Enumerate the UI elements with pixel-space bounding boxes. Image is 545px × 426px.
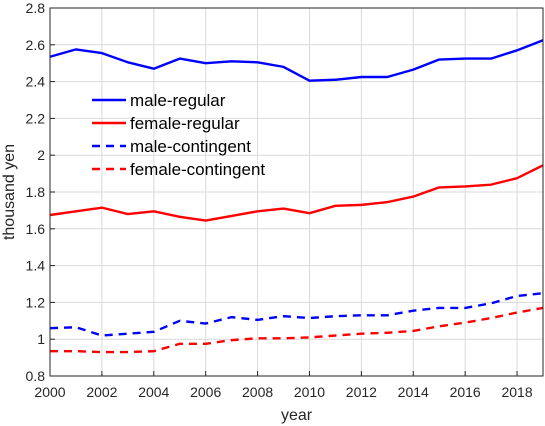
legend: male-regular female-regular male-contingen… xyxy=(92,91,265,179)
y-tick-label: 2.8 xyxy=(26,0,46,16)
y-tick-labels: 0.8 1 1.2 1.4 1.6 1.8 2 2.2 2.4 2.6 2.8 xyxy=(26,0,55,384)
x-tick-label: 2014 xyxy=(398,384,429,400)
legend-label-male-contingent: male-contingent xyxy=(130,137,251,156)
x-tick-label: 2008 xyxy=(242,384,273,400)
legend-label-female-contingent: female-contingent xyxy=(130,160,265,179)
series-layer xyxy=(49,39,544,354)
series-line-male-regular xyxy=(49,39,544,82)
x-tick-label: 2016 xyxy=(450,384,481,400)
series-line-female-regular xyxy=(49,164,544,222)
y-tick-label: 2.4 xyxy=(26,74,46,90)
y-tick-label: 1 xyxy=(37,331,45,347)
legend-label-female-regular: female-regular xyxy=(130,114,240,133)
x-tick-label: 2010 xyxy=(294,384,325,400)
y-tick-label: 2.6 xyxy=(26,37,46,53)
series-line-female-contingent xyxy=(50,306,544,354)
y-tick-label: 1.2 xyxy=(26,294,46,310)
y-tick-label: 2.2 xyxy=(26,110,46,126)
y-tick-label: 0.8 xyxy=(26,368,46,384)
y-tick-label: 1.8 xyxy=(26,184,46,200)
x-tick-label: 2012 xyxy=(346,384,377,400)
y-tick-label: 2 xyxy=(37,147,45,163)
legend-label-male-regular: male-regular xyxy=(130,91,226,110)
x-tick-label: 2018 xyxy=(501,384,532,400)
x-tick-label: 2000 xyxy=(34,384,65,400)
y-axis-title: thousand yen xyxy=(1,144,18,240)
y-tick-label: 1.4 xyxy=(26,258,46,274)
x-axis-title: year xyxy=(281,407,313,424)
x-tick-label: 2006 xyxy=(190,384,221,400)
x-tick-label: 2002 xyxy=(86,384,117,400)
x-tick-label: 2004 xyxy=(138,384,169,400)
x-tick-labels: 2000 2002 2004 2006 2008 2010 2012 2014 2016 2018 xyxy=(34,371,533,400)
y-tick-label: 1.6 xyxy=(26,221,46,237)
series-line-male-contingent xyxy=(49,292,544,337)
